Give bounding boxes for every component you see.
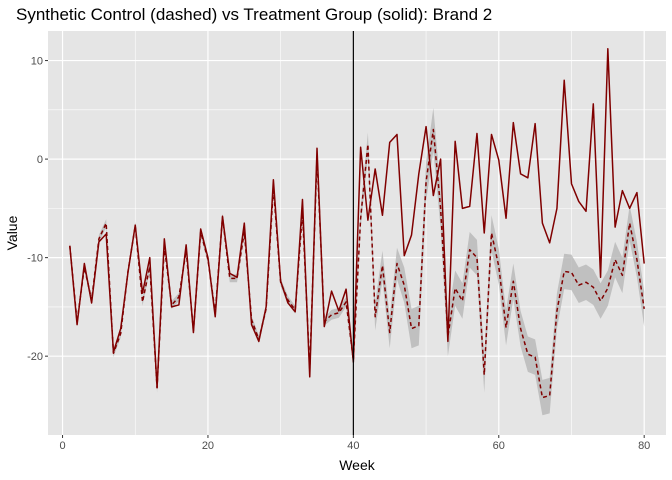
y-tick-label: -10	[27, 253, 43, 265]
y-tick-label: 10	[31, 56, 43, 68]
series-line-dashed	[69, 128, 645, 399]
series-layer	[69, 47, 645, 399]
y-tick-label: -20	[27, 351, 43, 363]
x-axis-title: Week	[339, 457, 376, 473]
series-line-solid	[69, 47, 645, 389]
y-tick-label: 0	[37, 154, 43, 166]
chart-title: Synthetic Control (dashed) vs Treatment …	[16, 5, 493, 24]
x-axis: 0 20 40 60 80	[59, 435, 650, 452]
x-tick-label: 40	[347, 440, 359, 452]
x-tick-label: 20	[202, 440, 214, 452]
x-tick-label: 0	[59, 440, 65, 452]
y-axis: -20 -10 0 10	[27, 56, 48, 363]
x-tick-label: 60	[493, 440, 505, 452]
y-axis-title: Value	[4, 215, 20, 250]
x-tick-label: 80	[638, 440, 650, 452]
